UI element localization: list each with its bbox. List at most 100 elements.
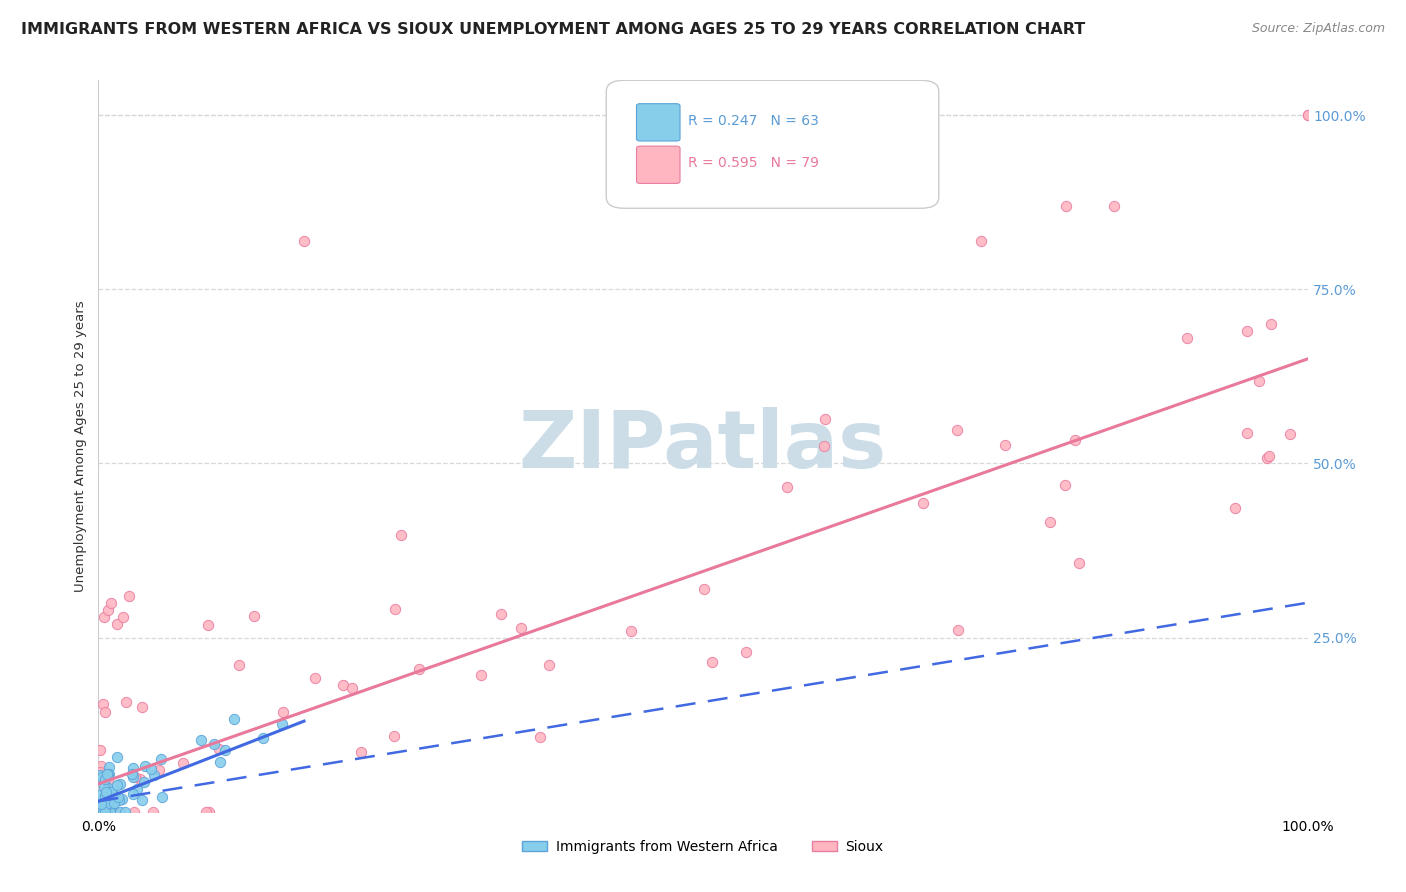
Point (96, 805, 118, 819)
FancyBboxPatch shape (637, 103, 681, 141)
Point (489, 607, 512, 621)
Point (271, 717, 294, 731)
Text: R = 0.247   N = 63: R = 0.247 N = 63 (689, 113, 820, 128)
Point (208, 756, 231, 770)
Point (97, 768, 120, 782)
Point (89, 793, 111, 807)
Point (94, 798, 117, 813)
Point (89, 765, 111, 780)
Point (96, 768, 118, 782)
Point (94, 784, 117, 798)
Point (252, 731, 274, 746)
Point (128, 772, 150, 786)
Point (94, 805, 117, 819)
Point (91, 799, 114, 814)
Point (1258, 449, 1281, 463)
Point (271, 705, 294, 719)
Point (620, 624, 643, 638)
Point (776, 480, 799, 494)
Y-axis label: Unemployment Among Ages 25 to 29 years: Unemployment Among Ages 25 to 29 years (75, 301, 87, 591)
Point (304, 671, 326, 685)
Legend: Immigrants from Western Africa, Sioux: Immigrants from Western Africa, Sioux (517, 835, 889, 860)
Point (118, 589, 141, 603)
Point (190, 733, 212, 747)
Point (93, 805, 115, 819)
FancyBboxPatch shape (637, 146, 681, 184)
Text: R = 0.595   N = 79: R = 0.595 N = 79 (689, 156, 820, 170)
Point (198, 805, 221, 819)
Point (1064, 433, 1087, 447)
Point (172, 756, 194, 770)
Point (1279, 427, 1302, 442)
Point (122, 787, 145, 801)
FancyBboxPatch shape (606, 80, 939, 209)
Point (350, 745, 373, 759)
Point (142, 767, 165, 781)
Point (292, 234, 315, 248)
Point (89, 789, 111, 803)
Point (93, 805, 115, 819)
Point (97, 760, 120, 774)
Point (98, 766, 121, 780)
Point (994, 438, 1017, 452)
Point (509, 621, 531, 635)
Point (107, 793, 129, 807)
Point (97, 772, 120, 787)
Point (1256, 450, 1278, 465)
Point (1175, 331, 1198, 345)
Point (332, 678, 354, 692)
Point (538, 658, 561, 673)
Text: Source: ZipAtlas.com: Source: ZipAtlas.com (1251, 22, 1385, 36)
Point (1236, 425, 1258, 440)
Point (107, 790, 129, 805)
Point (124, 770, 146, 784)
Point (96, 767, 118, 781)
Point (1067, 556, 1090, 570)
Point (97, 603, 120, 617)
Point (970, 234, 993, 248)
Point (94, 779, 117, 793)
Point (700, 656, 723, 670)
Point (90, 803, 112, 817)
Point (96, 787, 118, 801)
Point (100, 596, 122, 610)
Point (197, 618, 219, 632)
Point (946, 424, 969, 438)
Point (97, 797, 120, 811)
Point (224, 713, 246, 727)
Point (127, 781, 149, 796)
Point (1260, 317, 1282, 331)
Point (96, 805, 118, 819)
Point (105, 778, 128, 792)
Point (214, 743, 236, 757)
Point (389, 528, 412, 542)
Point (470, 667, 492, 681)
Point (1296, 108, 1319, 122)
Point (90, 797, 112, 811)
Point (98, 802, 121, 816)
Point (208, 742, 231, 756)
Point (141, 762, 163, 776)
Point (122, 805, 145, 819)
Point (115, 695, 138, 709)
Point (91, 805, 114, 819)
Point (946, 623, 969, 637)
Point (1296, 108, 1319, 122)
Point (104, 805, 127, 819)
Point (108, 776, 131, 790)
Point (1225, 501, 1247, 516)
Point (1236, 324, 1258, 338)
Point (813, 439, 835, 453)
Point (121, 767, 143, 781)
Point (105, 750, 128, 764)
Point (91, 805, 114, 819)
Point (93, 780, 115, 794)
Point (1249, 374, 1271, 388)
Point (148, 763, 170, 777)
Point (814, 412, 837, 426)
Point (91, 794, 114, 808)
Text: ZIPatlas: ZIPatlas (519, 407, 887, 485)
Point (1039, 515, 1062, 529)
Point (131, 700, 153, 714)
Point (104, 792, 127, 806)
